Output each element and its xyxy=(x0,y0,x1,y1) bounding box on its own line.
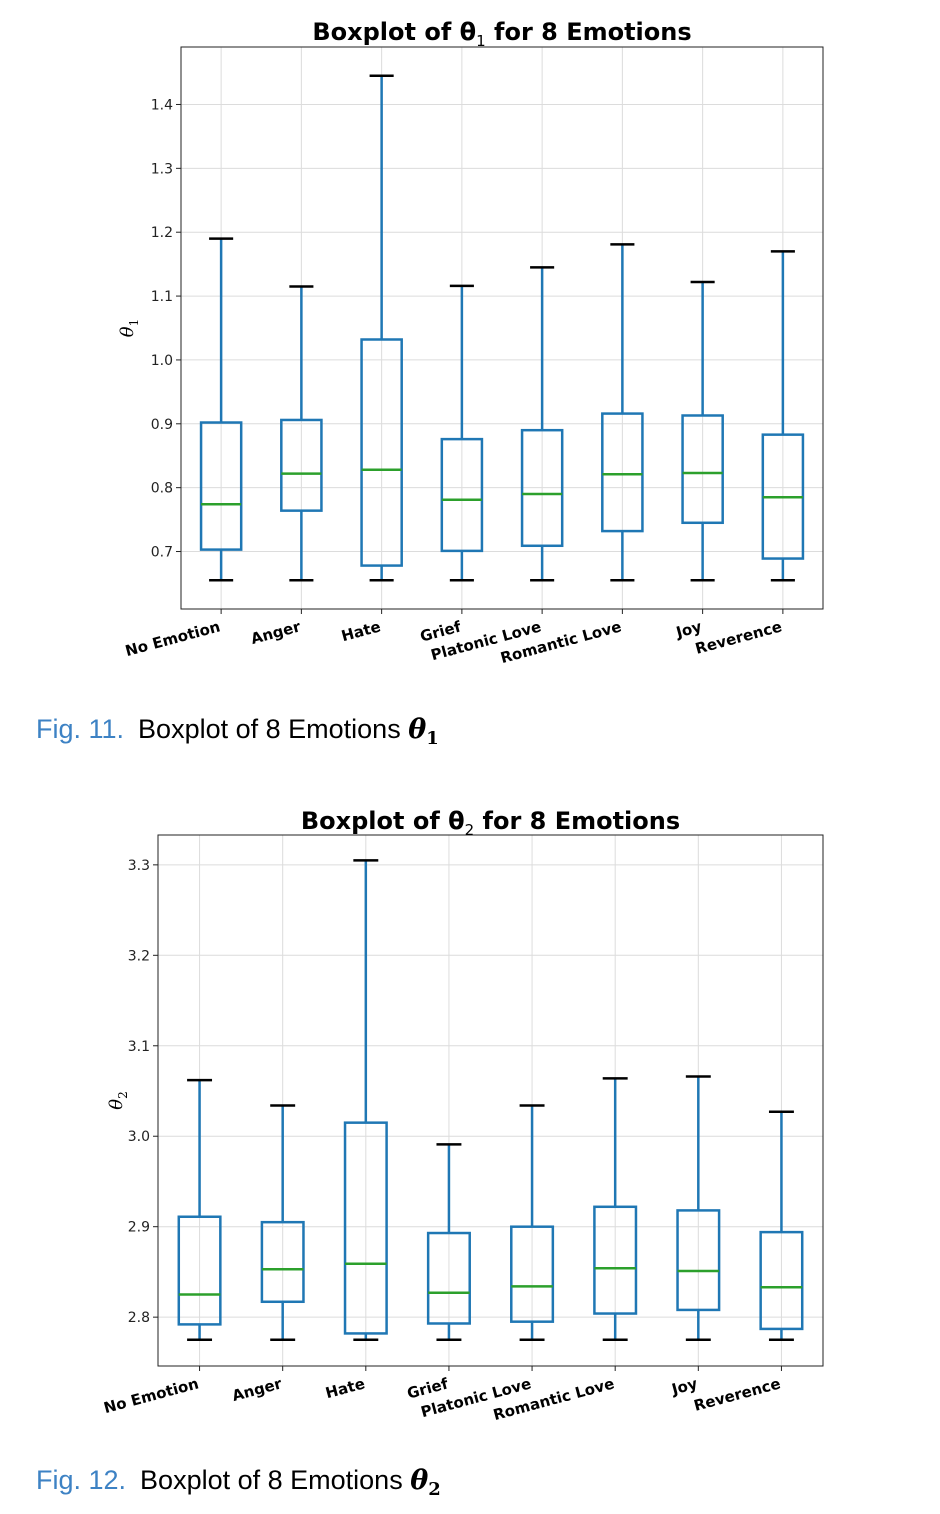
box-iqr xyxy=(440,437,484,553)
figure-theta2: 2.8 2.9 3.0 3.1 3.2 3.3 No Emotion Anger Hate Gri… xyxy=(0,790,940,1514)
caption-symbol: θ xyxy=(410,1465,429,1496)
x-tick-label: Anger xyxy=(249,617,303,648)
y-tick-label: 3.1 xyxy=(128,1039,150,1055)
x-tick-label: No Emotion xyxy=(123,617,222,660)
figure-number: Fig. 11. xyxy=(36,714,125,744)
chart-title: Boxplot of θ1 for 8 Emotions xyxy=(312,18,691,50)
box-iqr xyxy=(759,1230,804,1331)
box-iqr xyxy=(199,421,243,551)
box-iqr xyxy=(676,1209,721,1312)
y-tick-label: 0.7 xyxy=(151,545,173,561)
x-tick-label: Joy xyxy=(669,1374,700,1398)
caption-symbol: θ xyxy=(408,714,427,745)
figure-theta1: 0.7 0.8 0.9 1.0 1.1 1.2 1.3 1.4 No Emotion Anger H… xyxy=(36,18,824,749)
figure-number: Fig. 12. xyxy=(36,1465,127,1495)
caption-subscript: 2 xyxy=(428,1479,441,1500)
box-iqr xyxy=(280,418,323,512)
box-iqr xyxy=(426,1231,471,1325)
box-iqr xyxy=(593,1205,638,1315)
y-axis-label: θ2 xyxy=(106,1091,130,1109)
y-tick-label: 1.0 xyxy=(151,353,173,369)
caption-text: Boxplot of 8 Emotions xyxy=(140,1465,403,1495)
box-iqr xyxy=(360,338,403,567)
box-iqr xyxy=(681,414,724,525)
box-iqr xyxy=(177,1215,222,1326)
y-tick-label: 1.2 xyxy=(151,225,173,241)
boxplot-chart-theta2: 2.82.93.03.13.23.3No Emotion Anger Hate Gri… xyxy=(102,807,824,1424)
plot-frame xyxy=(180,46,824,610)
y-tick-label: 0.9 xyxy=(151,417,173,433)
caption-text: Boxplot of 8 Emotions xyxy=(138,714,401,744)
y-tick-label: 1.3 xyxy=(151,161,173,177)
x-tick-label: Anger xyxy=(230,1374,284,1405)
x-tick-label: No Emotion xyxy=(102,1374,201,1417)
box-iqr xyxy=(510,1225,555,1323)
boxplot-chart-theta1: 0.7 0.8 0.9 1.0 1.1 1.2 1.3 1.4 No Emotion Anger H… xyxy=(117,18,824,667)
y-tick-label: 1.1 xyxy=(151,289,173,305)
chart-title: Boxplot of θ2 for 8 Emotions xyxy=(301,807,680,839)
box-iqr xyxy=(343,1121,388,1335)
y-tick-label: 3.0 xyxy=(128,1129,150,1145)
y-tick-label: 1.4 xyxy=(151,97,173,113)
figure-caption: Fig. 11. Boxplot of 8 Emotions θ1 xyxy=(36,714,439,749)
box-iqr xyxy=(260,1220,305,1304)
figure-caption: Fig. 12. Boxplot of 8 Emotions θ2 xyxy=(36,1465,441,1500)
y-tick-label: 2.9 xyxy=(128,1220,150,1236)
y-axis-label: θ1 xyxy=(117,319,141,337)
x-tick-label: Reverence xyxy=(693,617,784,657)
box-iqr xyxy=(601,412,644,533)
plot-frame xyxy=(157,834,824,1367)
x-tick-label: Hate xyxy=(339,617,382,645)
y-tick-label: 0.8 xyxy=(151,481,173,497)
y-tick-label: 3.2 xyxy=(128,948,150,964)
y-tick-label: 2.8 xyxy=(128,1310,150,1326)
caption-subscript: 1 xyxy=(426,728,439,749)
box-iqr xyxy=(520,428,564,548)
x-tick-label: Hate xyxy=(324,1374,367,1402)
x-tick-label: Reverence xyxy=(692,1374,783,1414)
y-tick-label: 3.3 xyxy=(128,858,150,874)
